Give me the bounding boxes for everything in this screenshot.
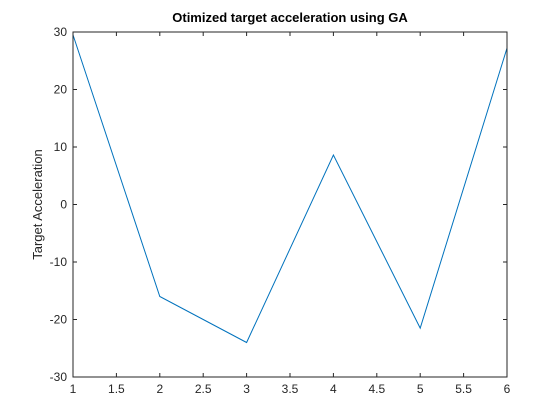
y-axis-label: Target Acceleration: [30, 149, 45, 260]
x-tick-label: 5: [417, 382, 424, 396]
y-tick-label: 10: [54, 140, 68, 154]
x-tick-label: 1.5: [108, 382, 125, 396]
x-tick-label: 3: [243, 382, 250, 396]
x-tick-label: 5.5: [455, 382, 472, 396]
y-tick-label: 30: [54, 25, 68, 39]
y-tick-label: 20: [54, 83, 68, 97]
y-tick-label: -10: [50, 255, 68, 269]
y-tick-label: 0: [60, 198, 67, 212]
chart-title: Otimized target acceleration using GA: [172, 10, 408, 25]
y-tick-label: -30: [50, 370, 68, 384]
x-tick-label: 2: [156, 382, 163, 396]
x-tick-label: 4.5: [368, 382, 385, 396]
x-tick-label: 6: [504, 382, 511, 396]
y-tick-label: -20: [50, 313, 68, 327]
x-tick-label: 2.5: [195, 382, 212, 396]
x-tick-label: 3.5: [282, 382, 299, 396]
x-tick-label: 1: [70, 382, 77, 396]
plot-area: [73, 32, 507, 377]
x-tick-label: 4: [330, 382, 337, 396]
